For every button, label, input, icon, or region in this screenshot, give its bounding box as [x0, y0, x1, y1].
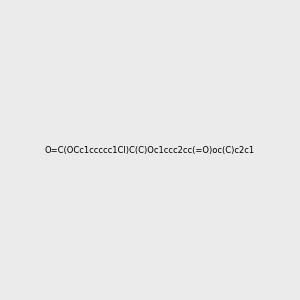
Text: O=C(OCc1ccccc1Cl)C(C)Oc1ccc2cc(=O)oc(C)c2c1: O=C(OCc1ccccc1Cl)C(C)Oc1ccc2cc(=O)oc(C)c…: [45, 146, 255, 154]
